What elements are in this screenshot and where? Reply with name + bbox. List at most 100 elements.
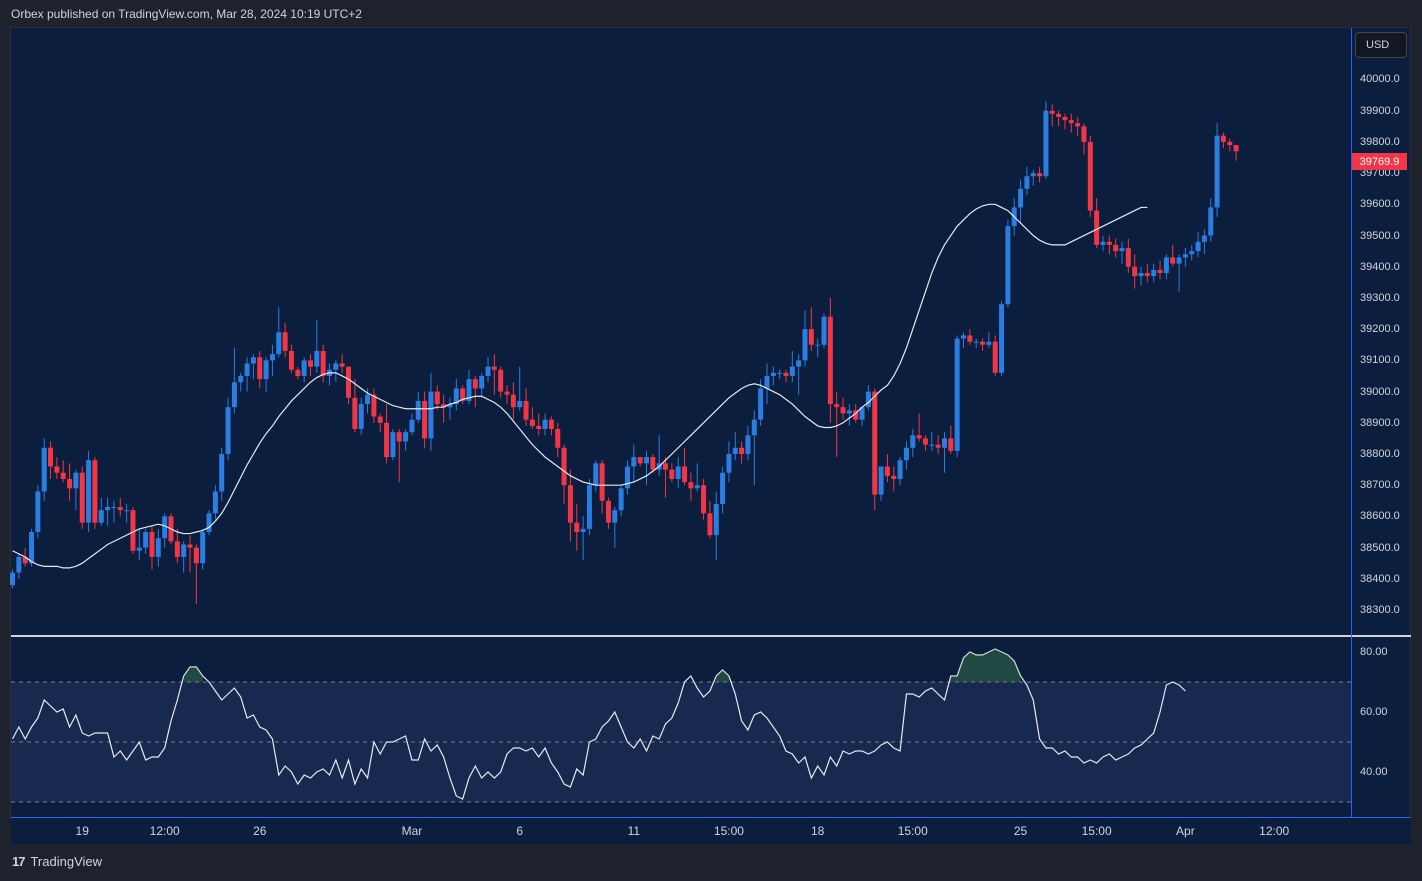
candle-body [650, 457, 656, 470]
candle-body [599, 463, 605, 501]
price-tick-label: 39600.0 [1360, 198, 1400, 211]
candle-body [745, 435, 751, 454]
candle-body [225, 407, 231, 454]
candle-body [79, 472, 85, 523]
time-tick-label: 18 [810, 824, 825, 838]
candle-body [517, 400, 523, 408]
time-tick-label: 15:00 [713, 824, 744, 838]
candle-body [865, 391, 871, 408]
candle-body [162, 516, 168, 539]
price-tick-label: 39300.0 [1360, 291, 1400, 304]
candle-body [973, 341, 979, 343]
candle-body [238, 375, 244, 383]
candle-body [1163, 257, 1169, 273]
candle-body [682, 466, 688, 483]
candle-body [980, 341, 986, 345]
candle-body [219, 453, 225, 492]
price-tick-label: 38600.0 [1360, 510, 1400, 523]
candle-body [288, 351, 294, 370]
candle-body [846, 410, 852, 414]
candle-body [1113, 244, 1119, 252]
candle-body [1030, 173, 1036, 177]
price-tick-label: 38900.0 [1360, 416, 1400, 429]
candle-body [1087, 141, 1093, 211]
candle-body [181, 544, 187, 557]
candle-body [586, 485, 592, 529]
candle-body [1182, 254, 1188, 258]
candle-body [384, 422, 390, 458]
candle-body [783, 372, 789, 376]
candle-body [92, 460, 98, 523]
pane-divider[interactable] [11, 635, 1411, 637]
candle-body [675, 466, 681, 479]
candle-body [891, 475, 897, 479]
candle-body [834, 404, 840, 408]
candle-body [54, 466, 60, 473]
candle-body [98, 510, 104, 523]
candle-body [212, 491, 218, 514]
candle-body [1125, 248, 1131, 267]
price-pane[interactable] [11, 28, 1351, 635]
candle-body [269, 354, 275, 361]
candle-body [618, 488, 624, 511]
price-tick-label: 39700.0 [1360, 167, 1400, 180]
candle-body [1151, 269, 1157, 277]
candle-body [86, 460, 92, 523]
candle-body [371, 394, 377, 417]
candle-body [916, 435, 922, 439]
candle-body [352, 397, 358, 430]
candle-body [1018, 188, 1024, 208]
candle-body [67, 478, 73, 489]
rsi-scale[interactable] [1352, 637, 1410, 817]
candle-body [314, 351, 320, 367]
candle-body [1119, 248, 1125, 252]
time-tick-label: 11 [627, 824, 641, 838]
rsi-tick-label: 60.00 [1360, 706, 1388, 718]
candle-body [1106, 241, 1112, 245]
candle-body [878, 466, 884, 495]
time-axis[interactable] [11, 818, 1411, 844]
candle-body [713, 503, 719, 536]
candle-body [396, 432, 402, 442]
candle-body [333, 363, 339, 370]
candle-body [954, 338, 960, 451]
candle-body [815, 344, 821, 346]
price-tick-label: 39900.0 [1360, 104, 1400, 117]
candle-body [111, 507, 117, 509]
candle-body [41, 447, 47, 492]
candle-body [1170, 257, 1176, 264]
candle-body [1138, 272, 1144, 277]
candle-body [415, 400, 421, 420]
candle-body [35, 491, 41, 533]
candle-body [1056, 113, 1062, 117]
price-tick-label: 39000.0 [1360, 385, 1400, 398]
time-tick-label: 25 [1013, 824, 1028, 838]
price-scale[interactable] [1352, 28, 1410, 635]
candle-body [1043, 110, 1049, 177]
candle-body [1220, 135, 1226, 142]
candle-body [365, 394, 371, 405]
candle-body [631, 457, 637, 467]
candle-body [1081, 126, 1087, 142]
candle-body [1100, 241, 1106, 245]
candle-body [720, 472, 726, 504]
currency-button[interactable]: USD [1355, 32, 1407, 58]
candle-body [130, 510, 136, 551]
candle-body [948, 438, 954, 451]
candle-body [1049, 110, 1055, 114]
tradingview-logo-icon[interactable]: 17 [12, 854, 26, 869]
price-tick-label: 40000.0 [1360, 73, 1400, 86]
candle-body [739, 447, 745, 454]
candle-body [1195, 241, 1201, 252]
candle-body [548, 419, 554, 430]
time-tick-label: 15:00 [1081, 824, 1112, 838]
footer: 17 TradingView [12, 854, 102, 869]
candle-body [688, 482, 694, 489]
footer-brand[interactable]: TradingView [30, 854, 103, 869]
candle-body [770, 372, 776, 376]
candle-body [339, 363, 345, 367]
price-axis-border [1351, 28, 1352, 818]
time-tick-label: 6 [516, 824, 524, 838]
candle-body [282, 332, 288, 352]
candle-body [73, 472, 79, 489]
